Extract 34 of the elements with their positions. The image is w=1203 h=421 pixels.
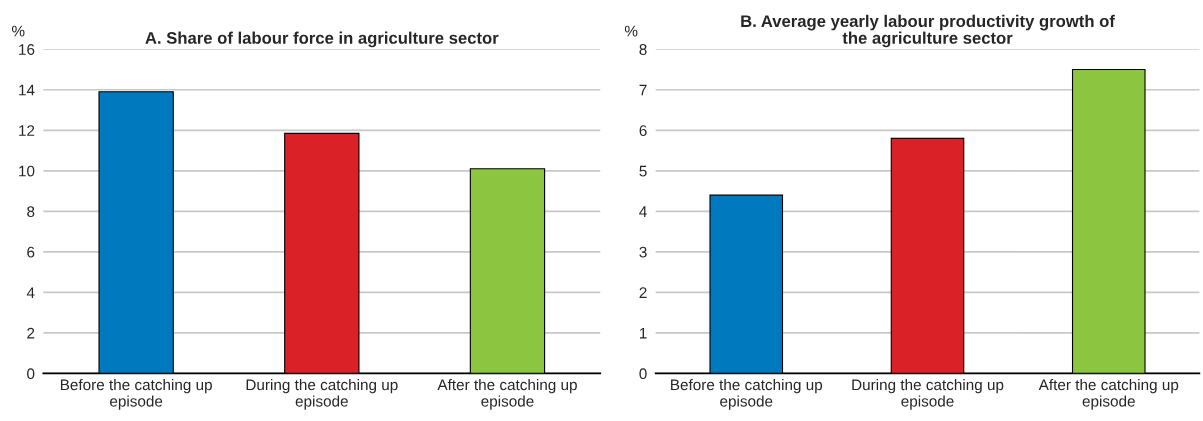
y-tick-label: 8 bbox=[27, 206, 35, 218]
y-tick-label: 1 bbox=[639, 327, 647, 339]
y-tick-label: 10 bbox=[19, 165, 35, 177]
chart-title: B. Average yearly labour productivity growth of the agriculture sector bbox=[741, 14, 1115, 48]
bar bbox=[98, 91, 174, 374]
y-tick-label: 2 bbox=[639, 287, 647, 298]
y-tick-label: 0 bbox=[27, 368, 35, 380]
y-tick-label: 16 bbox=[19, 44, 35, 55]
x-tick-label: During the catching up episode bbox=[852, 378, 1004, 410]
y-tick-label: 12 bbox=[19, 125, 35, 136]
y-tick-label: 6 bbox=[27, 246, 35, 258]
chart-title: A. Share of labour force in agriculture sector bbox=[145, 31, 499, 48]
x-tick-label: Before the catching up episode bbox=[671, 378, 823, 410]
y-axis-title: % bbox=[12, 25, 25, 37]
bar bbox=[890, 137, 965, 374]
y-tick-label: 3 bbox=[639, 246, 647, 258]
bar bbox=[1071, 68, 1146, 374]
y-tick-label: 7 bbox=[639, 84, 647, 96]
y-tick-label: 14 bbox=[19, 84, 35, 96]
x-tick-label: During the catching up episode bbox=[246, 378, 398, 410]
y-tick-label: 5 bbox=[639, 165, 647, 177]
y-axis-title: % bbox=[624, 25, 638, 37]
y-tick-label: 6 bbox=[639, 125, 647, 136]
y-tick-label: 0 bbox=[639, 368, 647, 380]
bar bbox=[284, 132, 360, 374]
bar bbox=[709, 194, 784, 374]
y-tick-label: 4 bbox=[639, 206, 647, 217]
bar bbox=[469, 168, 546, 374]
y-tick-label: 4 bbox=[26, 287, 35, 298]
y-tick-label: 2 bbox=[27, 327, 35, 339]
x-tick-label: After the catching up episode bbox=[437, 378, 577, 410]
x-tick-label: After the catching up episode bbox=[1038, 378, 1179, 410]
x-tick-label: Before the catching up episode bbox=[60, 378, 212, 410]
y-tick-label: 8 bbox=[639, 44, 647, 55]
